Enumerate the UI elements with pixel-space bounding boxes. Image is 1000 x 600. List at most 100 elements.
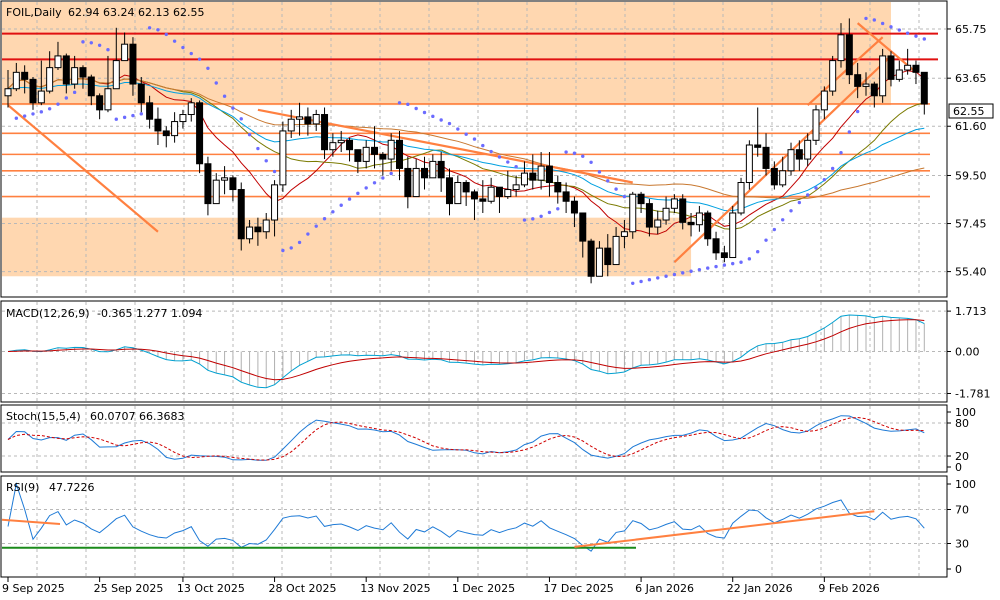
sar-dot [481,143,485,148]
time-tick-label: 13 Nov 2025 [360,582,430,595]
macd-axis: 1.713 0.00 -1.781 [947,305,990,400]
candle-body [162,130,170,137]
candle-body [21,71,29,80]
time-tick-label: 13 Oct 2025 [177,582,245,595]
candle-body [704,212,712,240]
price-tick-label: 59.50 [955,169,987,182]
sar-dot [306,232,310,236]
moving-averages [7,70,925,235]
candle-body [712,238,720,254]
ma-fast-line [7,70,925,235]
sar-dot [39,110,44,114]
sar-dot [322,217,327,221]
candle-body [4,88,12,97]
rsi-title: RSI(9) [6,481,39,494]
candle-body [429,160,437,179]
sar-dot [489,149,493,154]
sar-dot [789,209,793,213]
candle-body [445,177,453,205]
candle-body [237,189,245,240]
candle-body [912,64,920,73]
candle-body [79,67,87,78]
candles [4,18,928,284]
candle-body [246,226,254,240]
sar-dot [914,34,918,38]
candle-body [87,76,95,97]
candle-body [404,167,412,198]
candle-body [229,177,237,191]
candle-body [529,172,537,181]
macd-values: -0.365 1.277 1.094 [97,307,202,320]
sar-dot [639,279,643,284]
candle-body [620,231,628,237]
candle-body [695,212,703,226]
candle-body [54,55,62,69]
sar-dot [314,224,318,228]
sar-dot [464,132,468,136]
macd-histogram [15,314,925,388]
sar-dot [556,207,560,211]
sar-dot [81,40,85,44]
sar-dot [122,115,127,120]
candle-body [437,160,445,179]
current-price-badge [948,103,994,119]
macd-title: MACD(12,26,9) [6,307,90,320]
candle-body [112,60,120,90]
sar-dot [22,114,27,118]
time-tick-label: 22 Jan 2026 [727,582,793,595]
price-axis: 65.75 63.65 61.60 59.50 57.45 55.40 [947,23,987,279]
candle-body [396,139,404,169]
candle-body [421,167,428,179]
sar-dot [339,203,343,207]
sar-dot [106,48,110,52]
candle-body [129,43,137,85]
time-axis: 9 Sep 2025 25 Sep 2025 13 Oct 2025 28 Oct 2… [2,577,880,595]
candle-body [895,69,903,80]
candle-body [362,146,370,162]
candle-body [346,139,354,151]
candle-body [720,252,728,259]
sar-dot [197,57,202,61]
rsi-tick-label: 70 [955,504,969,517]
stochastic-tick-label: 100 [955,406,976,419]
price-tick-label: 57.45 [955,218,987,231]
sar-dot [131,113,135,118]
ma-blue-line [7,81,925,212]
candle-body [321,114,329,151]
sar-dot [905,31,910,35]
candle-body [29,78,37,104]
time-tick-label: 9 Sep 2025 [2,582,65,595]
sar-dot [422,110,427,115]
sar-dot [889,25,893,29]
candle-body [329,142,337,151]
sar-dot [31,112,35,116]
sar-dot [864,16,868,21]
sar-dot [756,250,760,254]
candle-body [479,198,487,202]
candle-body [121,43,129,62]
candle-body [545,165,553,184]
macd-pane[interactable]: 1.713 0.00 -1.781 MACD(12,26,9) -0.365 1.2… [0,300,990,403]
rsi-pane[interactable]: 100 70 30 0 RSI(9) 47.7226 [0,475,976,578]
price-pane[interactable]: 65.75 63.65 61.60 59.50 57.45 55.40 62.55 FOI… [0,0,994,298]
candle-body [71,67,79,85]
sar-dot [522,218,527,222]
sar-dot [747,257,752,261]
sar-dot [805,193,810,197]
candle-body [612,235,620,266]
sar-dot [631,281,635,286]
candle-body [379,153,387,160]
rsi-tick-label: 30 [955,538,969,551]
candle-body [104,88,112,111]
trend-line [856,22,917,74]
candle-body [804,139,812,160]
sar-dot [547,210,552,215]
sar-dot [214,81,218,85]
rsi-grid [2,477,946,576]
rsi-tick-label: 0 [955,563,962,576]
sar-dot [681,271,685,275]
candle-body [779,170,787,186]
sar-dot [589,160,593,164]
